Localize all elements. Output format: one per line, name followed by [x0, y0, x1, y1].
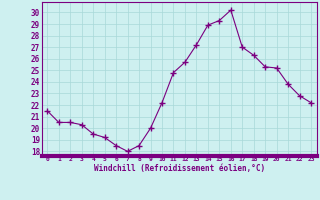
- X-axis label: Windchill (Refroidissement éolien,°C): Windchill (Refroidissement éolien,°C): [94, 164, 265, 173]
